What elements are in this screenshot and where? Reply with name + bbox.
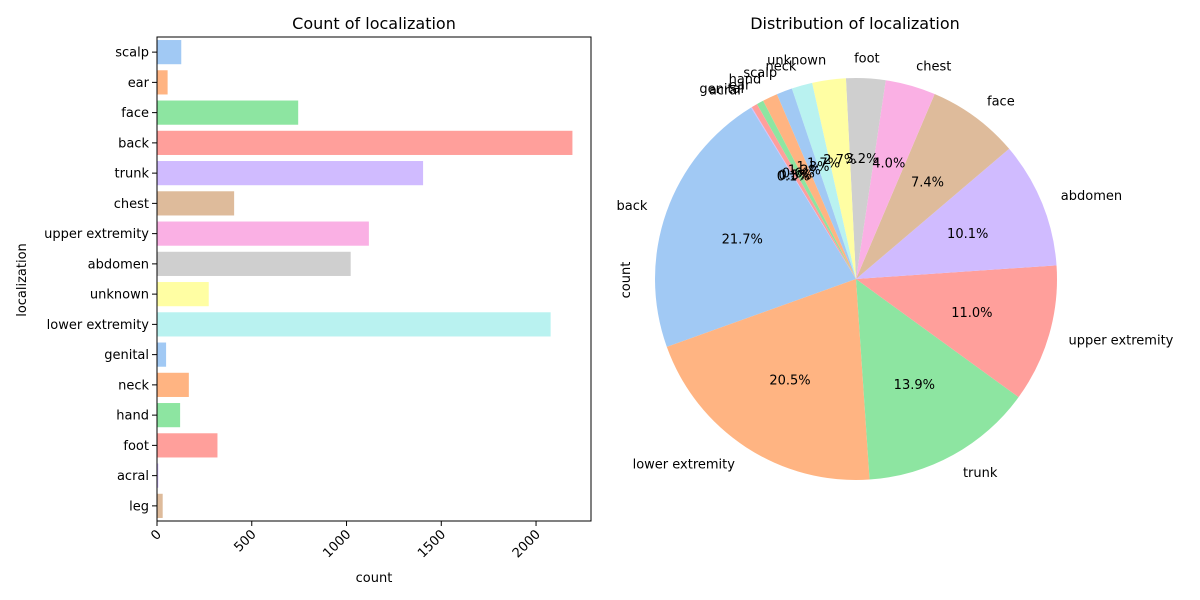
y-tick-label: trunk: [115, 167, 150, 182]
y-tick-label: face: [121, 106, 149, 121]
pie-slice-label: face: [987, 94, 1015, 109]
bar-plot-area: scalp ear face back trunk chest upper extremit…: [44, 36, 592, 561]
pie-slice-label: lower extremity: [633, 458, 736, 473]
bar: [157, 251, 351, 276]
bar: [157, 191, 235, 216]
bar-chart-ylabel: localization: [15, 243, 30, 317]
pie-percent-label: 0.5%: [778, 168, 811, 183]
y-tick-label: chest: [114, 197, 149, 212]
pie-percent-label: 20.5%: [769, 373, 810, 388]
pie-percent-label: 10.1%: [947, 227, 988, 242]
pie-slice: [791, 82, 856, 280]
pie-slice-label: back: [617, 199, 648, 214]
bar: [157, 130, 573, 155]
pie-slice-label: foot: [854, 52, 880, 67]
pie-slice: [856, 148, 1057, 279]
bar: [157, 40, 182, 65]
bar: [157, 403, 181, 428]
y-tick-label: ear: [128, 76, 150, 91]
bar-chart-xlabel: count: [356, 571, 393, 586]
x-tick-label: 2000: [510, 527, 544, 561]
pie-percent-label: 1.7%: [807, 156, 840, 171]
pie-slice-label: acral: [709, 84, 741, 99]
pie-slice-label: abdomen: [1061, 189, 1122, 204]
bar: [157, 342, 167, 367]
bar-plot-frame: [156, 36, 592, 522]
pie-slice: [666, 279, 870, 481]
pie-slice: [856, 279, 1019, 480]
pie-slice: [845, 77, 886, 279]
bar: [157, 70, 168, 95]
bar: [157, 221, 369, 246]
bar: [157, 433, 218, 458]
pie-slice: [776, 88, 856, 279]
pie-slice-label: scalp: [743, 66, 777, 81]
x-tick-label: 1000: [320, 527, 354, 561]
pie-slices: back 21.7% lower extremity 20.5% trunk 13.9% u…: [617, 52, 1174, 481]
y-tick-label: genital: [104, 348, 149, 363]
pie-slice: [751, 104, 856, 279]
pie-slice-label: trunk: [963, 466, 998, 481]
pie-slice: [756, 100, 856, 279]
y-tick-label: abdomen: [88, 257, 149, 272]
pie-slice-label: neck: [766, 60, 797, 75]
bar: [157, 312, 551, 337]
pie-slice-label: unknown: [767, 53, 826, 68]
x-tick-label: 500: [231, 527, 259, 555]
bar: [157, 161, 424, 186]
bar-chart: Count of localization scalp ear face back tr…: [15, 14, 592, 586]
bar: [157, 282, 209, 307]
pie-percent-label: 1.2%: [788, 164, 821, 179]
bar: [157, 372, 189, 397]
x-tick-label: 1500: [415, 527, 449, 561]
y-tick-label: scalp: [115, 46, 149, 61]
pie-slice-label: ear: [729, 78, 751, 93]
x-tick-label: 0: [148, 527, 164, 543]
pie-slice: [856, 94, 1010, 279]
y-tick-label: neck: [118, 378, 149, 393]
pie-slice-label: hand: [729, 73, 762, 88]
pie-chart: Distribution of localization back 21.7% lo…: [617, 14, 1174, 481]
pie-slice: [654, 107, 856, 347]
pie-slice: [856, 265, 1057, 398]
pie-percent-label: 1.3%: [796, 160, 829, 175]
pie-percent-label: 4.0%: [872, 156, 905, 171]
y-tick-label: foot: [123, 439, 149, 454]
bar: [157, 493, 163, 518]
pie-slice: [812, 78, 856, 280]
pie-percent-label: 3.2%: [845, 152, 878, 167]
pie-label-layer: back 21.7% lower extremity 20.5% trunk 13.9% u…: [617, 52, 1174, 481]
pie-slice: [750, 107, 856, 279]
pie-slice: [763, 94, 856, 279]
y-tick-label: back: [118, 136, 149, 151]
y-tick-label: lower extremity: [47, 318, 150, 333]
pie-slice-label: genital: [699, 82, 744, 97]
bar: [157, 463, 159, 488]
pie-percent-label: 0.1%: [777, 170, 810, 185]
y-tick-label: unknown: [90, 288, 149, 303]
y-tick-label: leg: [129, 499, 149, 514]
y-tick-label: hand: [116, 409, 149, 424]
y-tick-label: upper extremity: [44, 227, 149, 242]
pie-percent-label: 7.4%: [911, 175, 944, 190]
bar: [157, 100, 299, 125]
bar-chart-title: Count of localization: [292, 14, 456, 33]
pie-percent-label: 13.9%: [894, 378, 935, 393]
pie-slice-label: chest: [916, 60, 951, 75]
pie-percent-label: 0.6%: [782, 167, 815, 182]
pie-chart-title: Distribution of localization: [750, 14, 960, 33]
pie-percent-label: 2.7%: [823, 153, 856, 168]
pie-slice-label: upper extremity: [1068, 334, 1173, 349]
pie-chart-ylabel: count: [619, 262, 634, 299]
pie-percent-label: 21.7%: [722, 232, 763, 247]
pie-slice: [856, 80, 935, 279]
y-tick-label: acral: [117, 469, 149, 484]
pie-percent-label: 11.0%: [951, 306, 992, 321]
